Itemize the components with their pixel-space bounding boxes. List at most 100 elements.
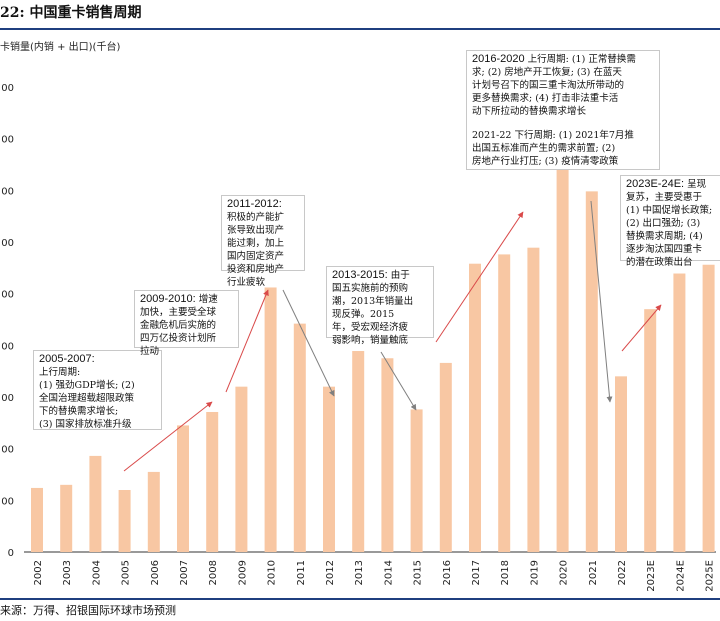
y-tick-label: 0 xyxy=(8,548,14,559)
annotation-heading: 2023E-24E: xyxy=(626,178,685,190)
y-tick-label: 00 xyxy=(1,393,14,404)
bar-2010 xyxy=(264,287,277,552)
x-tick-label: 2005 xyxy=(121,560,132,585)
y-tick-label: 00 xyxy=(1,341,14,352)
annotation-2011-2012: 2011-2012: 积极的产能扩 张导致出现产 能过剩，加上 国内固定资产 投… xyxy=(221,195,305,288)
bar-2014 xyxy=(381,358,394,552)
x-tick-label: 2019 xyxy=(529,560,540,585)
annotation-2009-2010: 2009-2010: 增速 加快，主要受全球 金融危机后实施的 四万亿投资计划所… xyxy=(134,290,239,357)
x-tick-label: 2025E xyxy=(705,560,716,592)
annotation-heading: 2009-2010: xyxy=(140,293,196,305)
annotation-line: 现反弹。2015 xyxy=(332,309,395,320)
bar-2018 xyxy=(498,254,511,552)
annotation-line: 弱影响，销量触底 xyxy=(332,335,409,346)
title-rule xyxy=(0,28,720,30)
x-tick-label: 2023E xyxy=(646,560,657,592)
annotation-line: 加快，主要受全球 xyxy=(140,307,217,318)
annotation-heading: 2013-2015: xyxy=(332,269,388,281)
annotation-line: 行业疲软 xyxy=(227,277,266,288)
annotation-line: 逐步淘汰国四重卡 xyxy=(626,244,703,255)
arrow-up-2005-2008-icon xyxy=(123,401,213,472)
arrow-down-2013-2015-icon xyxy=(380,351,417,411)
bar-2003 xyxy=(60,484,73,552)
annotation-line: 张导致出现产 xyxy=(227,225,285,236)
annotation-line: 金融危机后实施的 xyxy=(140,320,217,331)
annotation-line: 国五实施前的预购 xyxy=(332,283,409,294)
bar-2022 xyxy=(615,376,627,552)
y-axis-label: 卡销量(内销 + 出口)(千台) xyxy=(0,40,120,53)
bar-2020 xyxy=(556,133,569,552)
annotation-2023-2025: 2023E-24E: 呈现 复苏，主要受惠于 (1) 中国促增长政策; (2) … xyxy=(620,175,720,268)
annotation-line: (1) 中国促增长政策; xyxy=(626,205,713,216)
arrow-up-2009-2010-icon xyxy=(225,289,269,393)
bar-2005 xyxy=(118,490,131,552)
annotation-line: 复苏，主要受惠于 xyxy=(626,192,703,203)
x-tick-label: 2004 xyxy=(91,560,102,585)
bar-2025E xyxy=(702,264,715,552)
y-tick-label: 00 xyxy=(1,83,14,94)
annotation-heading-rest: 上行周期: (1) 正常替换需 xyxy=(524,54,636,65)
source-note: 来源：万得、招银国际环球市场预测 xyxy=(0,604,176,617)
y-tick-label: 00 xyxy=(1,496,14,507)
annotation-line: 下的替换需求增长; xyxy=(39,406,119,417)
bar-2002 xyxy=(31,487,43,552)
annotation-line: 替换需求周期; (4) xyxy=(626,231,703,242)
annotation-line: 出国五标准而产生的需求前置; (2) xyxy=(472,143,616,154)
annotation-line: 能过剩，加上 xyxy=(227,238,285,249)
bar-2016 xyxy=(439,362,452,552)
y-tick-label: 00 xyxy=(1,445,14,456)
annotation-line: (3) 国家排放标准升级 xyxy=(39,419,132,430)
annotation-heading: 2005-2007: xyxy=(39,353,95,365)
y-tick-label: 00 xyxy=(1,186,14,197)
annotation-2016-2022: 2016-2020 上行周期: (1) 正常替换需 求; (2) 房地产开工恢复… xyxy=(466,50,660,170)
bar-2012 xyxy=(323,386,335,552)
annotation-line: 全国治理超载超限政策 xyxy=(39,393,135,404)
x-tick-label: 2012 xyxy=(325,560,336,585)
bar-2013 xyxy=(352,351,365,552)
y-tick-label: 00 xyxy=(1,135,14,146)
annotation-line: (2) 出口强劲; (3) xyxy=(626,218,701,229)
annotation-line: 潮，2013年销量出 xyxy=(332,296,414,307)
x-tick-label: 2009 xyxy=(237,560,248,585)
x-tick-label: 2008 xyxy=(208,560,219,585)
x-tick-label: 2007 xyxy=(179,560,190,585)
bar-2017 xyxy=(469,263,481,552)
annotation-2013-2015: 2013-2015: 由于 国五实施前的预购 潮，2013年销量出 现反弹。20… xyxy=(326,266,434,346)
annotation-heading: 2016-2020 xyxy=(472,53,525,65)
bar-2023E xyxy=(644,309,657,552)
annotation-spacer xyxy=(472,118,654,129)
bar-2021 xyxy=(585,191,598,552)
x-tick-label: 2006 xyxy=(150,560,161,585)
x-tick-label: 2016 xyxy=(442,560,453,585)
x-tick-label: 2003 xyxy=(62,560,73,585)
annotation-line: 四万亿投资计划所 xyxy=(140,333,217,344)
x-tick-label: 2017 xyxy=(471,560,482,585)
x-tick-label: 2021 xyxy=(588,560,599,585)
annotation-heading-rest: 增速 xyxy=(195,294,218,305)
x-tick-label: 2022 xyxy=(617,560,628,585)
bar-2019 xyxy=(527,247,540,552)
annotation-line: 房地产行业打压; (3) 疫情清零政策 xyxy=(472,156,619,167)
x-tick-label: 2020 xyxy=(559,560,570,585)
annotation-line: 国内固定资产 xyxy=(227,251,285,262)
x-tick-label: 2002 xyxy=(33,560,44,585)
arrow-up-2023-2025-icon xyxy=(621,304,662,352)
arrow-down-2011-2012-icon xyxy=(282,289,335,397)
annotation-line: 计划号召下的国三重卡淘汰所带动的 xyxy=(472,80,625,91)
arrow-down-2021-2022-icon xyxy=(590,200,613,403)
bar-2009 xyxy=(235,386,248,552)
bottom-rule xyxy=(0,598,720,600)
annotation-line: 拉动 xyxy=(140,346,160,357)
annotation-2005-2007: 2005-2007: 上行周期: (1) 强劲GDP增长; (2) 全国治理超载… xyxy=(33,350,162,430)
bar-2024E xyxy=(673,273,686,552)
annotation-heading: 2011-2012: xyxy=(227,198,282,210)
bar-2008 xyxy=(206,411,219,552)
x-tick-label: 2024E xyxy=(675,560,686,592)
x-tick-label: 2013 xyxy=(354,560,365,585)
y-tick-label: 00 xyxy=(1,290,14,301)
annotation-line: 年，受宏观经济疲 xyxy=(332,322,409,333)
x-tick-label: 2018 xyxy=(500,560,511,585)
annotation-heading-rest: 由于 xyxy=(387,270,410,281)
x-tick-label: 2010 xyxy=(267,560,278,585)
